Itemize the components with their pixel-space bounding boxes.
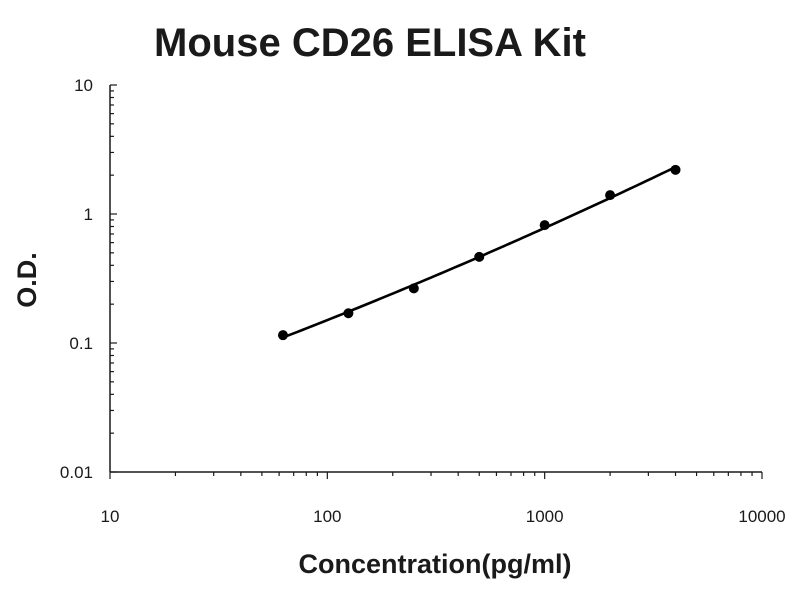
y-tick-label: 0.1 <box>69 334 93 353</box>
data-point <box>670 164 681 175</box>
data-point <box>408 283 419 294</box>
data-point <box>343 308 354 319</box>
y-axis-label: O.D. <box>12 252 42 308</box>
x-tick-label: 10 <box>101 507 120 526</box>
y-tick-label: 1 <box>84 205 93 224</box>
data-point <box>474 251 485 262</box>
y-tick-label: 10 <box>74 76 93 95</box>
x-axis-label: Concentration(pg/ml) <box>299 549 572 579</box>
data-point <box>605 190 616 201</box>
tick-labels: 0.01 0.1 1 10 10 100 1000 10000 <box>60 76 786 526</box>
x-tick-label: 1000 <box>526 507 564 526</box>
data-points <box>277 164 681 341</box>
chart-title: Mouse CD26 ELISA Kit <box>154 21 586 65</box>
data-point <box>277 330 288 341</box>
data-point <box>539 220 550 231</box>
axis-ticks <box>109 84 763 479</box>
y-tick-label: 0.01 <box>60 463 93 482</box>
x-tick-label: 10000 <box>738 507 785 526</box>
x-tick-label: 100 <box>313 507 341 526</box>
